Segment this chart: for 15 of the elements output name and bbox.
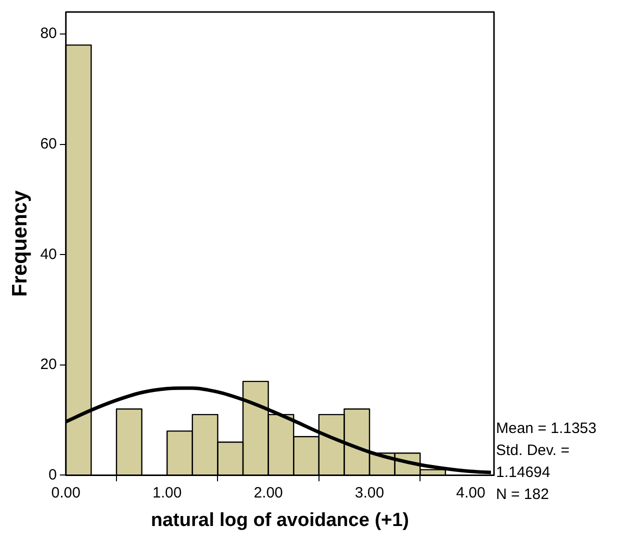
x-tick-label: 2.00 (254, 484, 283, 502)
y-tick-label: 60 (40, 135, 57, 152)
x-tick-label: 4.00 (456, 484, 486, 502)
y-tick-label: 0 (48, 466, 57, 484)
text: N = 182 (496, 485, 550, 505)
x-axis-title: natural log of avoidance (+1) (150, 510, 410, 531)
text: Mean = 1.1353 (496, 419, 598, 439)
x-tick-label: 0.00 (51, 484, 80, 502)
x-tick-label: 1.00 (152, 484, 182, 502)
y-axis-title: Frequency (8, 190, 32, 297)
y-tick-label: 80 (40, 25, 57, 42)
x-tick-label: 3.00 (354, 484, 384, 502)
y-tick-label: 20 (40, 356, 57, 374)
y-tick-label: 40 (40, 246, 57, 263)
text: Std. Dev. = 1.14694 (496, 441, 571, 483)
